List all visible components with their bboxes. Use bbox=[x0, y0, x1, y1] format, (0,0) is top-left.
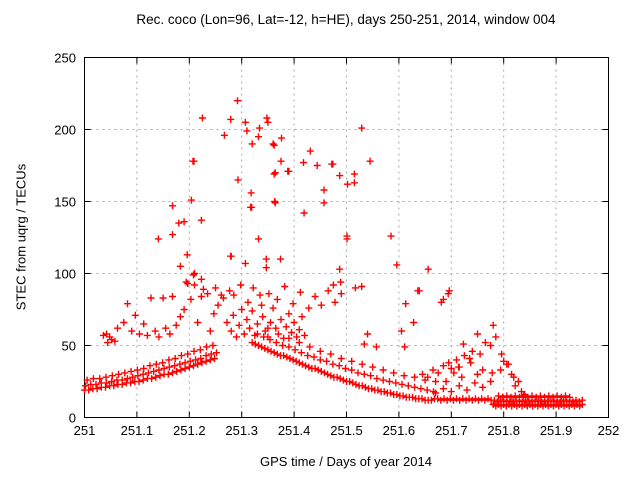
chart-title: Rec. coco (Lon=96, Lat=-12, h=HE), days … bbox=[136, 12, 556, 27]
y-tick-label: 200 bbox=[54, 122, 76, 137]
y-tick-label: 100 bbox=[54, 266, 76, 281]
x-tick-label: 251.9 bbox=[539, 423, 573, 438]
x-tick-label: 251.4 bbox=[277, 423, 311, 438]
x-axis-title: GPS time / Days of year 2014 bbox=[260, 454, 432, 469]
x-tick-label: 251.1 bbox=[120, 423, 154, 438]
x-tick-label: 251.7 bbox=[435, 423, 468, 438]
x-tick-label: 251.2 bbox=[173, 423, 206, 438]
x-tick-label: 251.5 bbox=[330, 423, 363, 438]
x-tick-label: 252 bbox=[597, 423, 620, 438]
scatter-points bbox=[81, 97, 586, 410]
tick-marks bbox=[84, 57, 609, 418]
y-tick-label: 0 bbox=[68, 410, 76, 425]
x-tick-label: 251.8 bbox=[487, 423, 520, 438]
y-axis-title: STEC from uqrg / TECUs bbox=[13, 163, 29, 311]
x-tick-label: 251.3 bbox=[225, 423, 258, 438]
x-tick-label: 251 bbox=[73, 423, 96, 438]
y-tick-label: 250 bbox=[54, 50, 76, 65]
x-tick-label: 251.6 bbox=[382, 423, 416, 438]
y-tick-label: 150 bbox=[54, 194, 76, 209]
y-tick-label: 50 bbox=[61, 338, 76, 353]
